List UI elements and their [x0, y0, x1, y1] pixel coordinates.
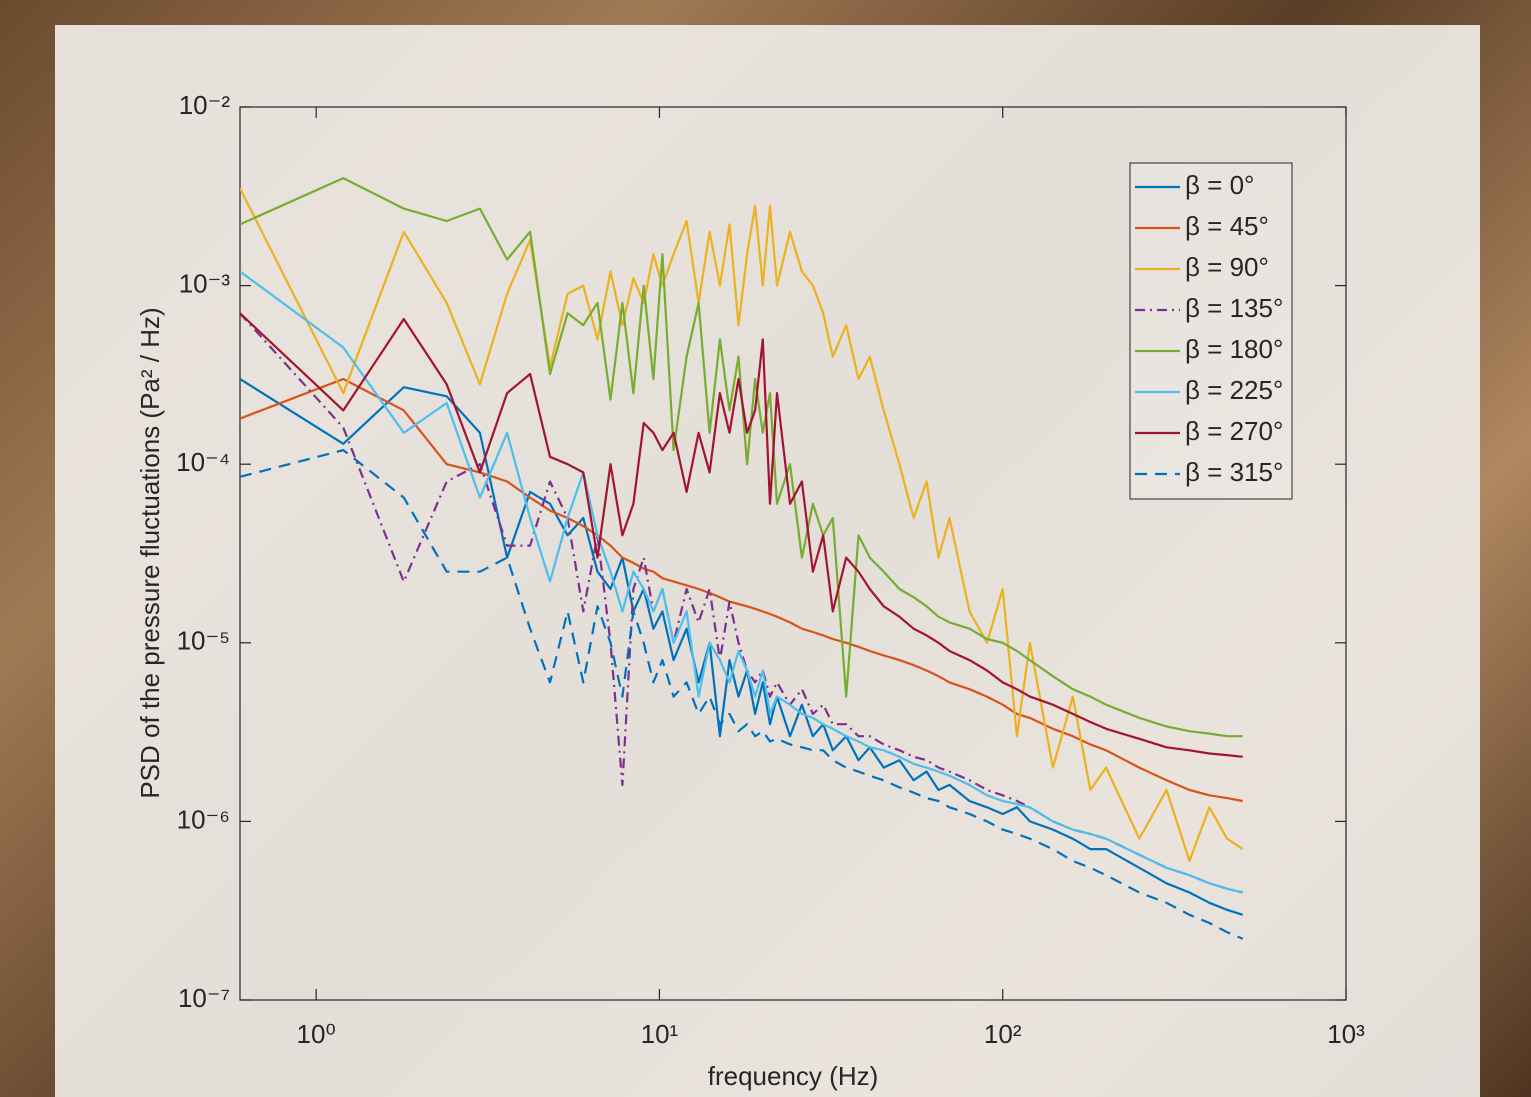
series-line	[240, 449, 1244, 940]
y-tick-label: 10⁻⁶	[177, 804, 230, 834]
plot-lines	[240, 177, 1244, 940]
plot-area	[239, 106, 1347, 1001]
x-tick-label: 10⁰	[296, 1019, 335, 1049]
legend-label: β = 0°	[1185, 170, 1254, 200]
legend-box	[1129, 162, 1293, 500]
y-axis-label: PSD of the pressure fluctuations (Pa² / …	[135, 307, 165, 798]
y-tick-label: 10⁻⁵	[177, 626, 230, 656]
series-line	[240, 270, 1243, 894]
legend-label: β = 90°	[1185, 252, 1269, 282]
legend-label: β = 270°	[1185, 416, 1283, 446]
legend-label: β = 135°	[1185, 293, 1283, 323]
x-axis-label: frequency (Hz)	[708, 1061, 879, 1091]
series-line	[240, 377, 1243, 803]
legend-label: β = 45°	[1185, 211, 1269, 241]
legend-label: β = 180°	[1185, 334, 1283, 364]
figure-panel	[55, 25, 1480, 1097]
series-line	[240, 378, 1244, 916]
y-tick-label: 10⁻⁴	[176, 447, 230, 477]
series-line	[240, 177, 1243, 738]
y-tick-label: 10⁻²	[179, 90, 231, 120]
x-tick-label: 10³	[1327, 1019, 1365, 1049]
y-tick-label: 10⁻³	[179, 268, 231, 298]
series-line	[240, 312, 1243, 758]
x-tick-label: 10¹	[641, 1019, 679, 1049]
y-tick-label: 10⁻⁷	[178, 983, 230, 1013]
series-line	[240, 187, 1244, 863]
legend-label: β = 315°	[1185, 457, 1283, 487]
x-tick-label: 10²	[984, 1019, 1022, 1049]
legend-label: β = 225°	[1185, 375, 1283, 405]
